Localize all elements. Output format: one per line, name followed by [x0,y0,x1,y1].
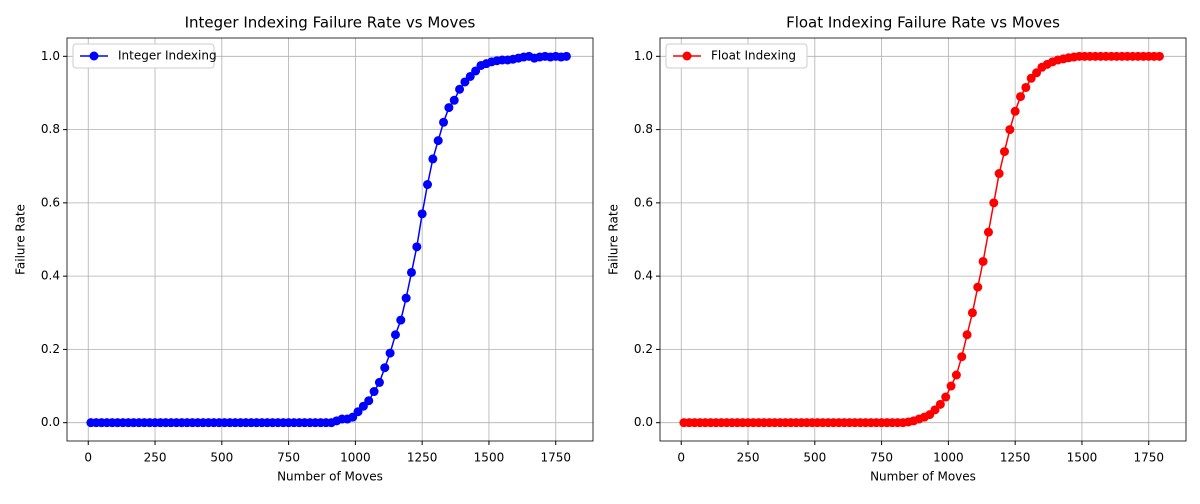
point [1016,92,1026,102]
y-tick-label: 0.2 [634,342,653,356]
point [439,117,449,127]
chart-title: Integer Indexing Failure Rate vs Moves [185,14,476,32]
x-tick-label: 250 [737,451,760,465]
point [967,308,977,318]
x-tick-label: 1000 [933,451,964,465]
legend-box [665,43,808,69]
point [428,154,438,164]
chart: Integer Indexing Failure Rate vs Moves Nu… [14,14,594,484]
point [999,147,1009,157]
x-tick-label: 0 [677,451,685,465]
plot-frame [66,37,594,442]
point [396,315,406,325]
x-tick-label: 0 [84,451,92,465]
plot-frame [659,37,1187,442]
x-tick-label: 1500 [474,451,505,465]
x-tick-label: 1750 [1133,451,1164,465]
point [412,242,422,252]
point [1010,106,1020,116]
point [406,267,416,277]
point [385,348,395,358]
y-tick-label: 0.0 [41,415,60,429]
point [390,330,400,340]
x-tick-label: 750 [277,451,300,465]
series-line [683,55,1160,424]
legend-label: Float Indexing [711,49,796,63]
y-axis-label: Failure Rate [14,204,28,275]
chart: Float Indexing Failure Rate vs Moves Numb… [607,14,1187,484]
point [973,282,983,292]
x-tick-label: 500 [803,451,826,465]
y-tick-label: 0.6 [41,195,60,209]
point [941,392,951,402]
x-tick-label: 250 [144,451,167,465]
x-tick-label: 1000 [340,451,371,465]
point [1005,125,1015,135]
point [449,95,459,105]
y-tick-label: 0.2 [41,342,60,356]
point [369,387,379,397]
y-tick-label: 0.4 [634,269,653,283]
point [978,256,988,266]
point [1154,51,1164,61]
x-tick-label: 500 [210,451,233,465]
legend-marker [89,51,99,61]
x-axis-label: Number of Moves [870,470,976,484]
point [994,169,1004,179]
y-tick-label: 1.0 [41,49,60,63]
point [364,396,374,406]
point [951,370,961,380]
x-tick-label: 750 [870,451,893,465]
x-tick-label: 1500 [1067,451,1098,465]
point [983,227,993,237]
y-tick-label: 0.8 [634,122,653,136]
point [1021,82,1031,92]
y-tick-label: 0.4 [41,269,60,283]
chart-title: Float Indexing Failure Rate vs Moves [786,14,1060,32]
point [935,399,945,409]
point [962,330,972,340]
x-tick-label: 1750 [540,451,571,465]
legend-marker [682,51,692,61]
series-line [90,55,567,424]
point [417,209,427,219]
x-tick-label: 1250 [407,451,438,465]
point [455,84,465,94]
legend-box [72,43,215,69]
y-tick-label: 0.6 [634,195,653,209]
y-axis-label: Failure Rate [607,204,621,275]
x-tick-label: 1250 [1000,451,1031,465]
point [401,293,411,303]
y-tick-label: 0.0 [634,415,653,429]
point [380,363,390,373]
point [957,352,967,362]
point [946,381,956,391]
point [444,103,454,113]
point [989,198,999,208]
point [374,377,384,387]
point [423,180,433,190]
x-axis-label: Number of Moves [277,470,383,484]
y-tick-label: 0.8 [41,122,60,136]
point [433,136,443,146]
legend-label: Integer Indexing [118,49,217,63]
point [561,51,571,61]
y-tick-label: 1.0 [634,49,653,63]
